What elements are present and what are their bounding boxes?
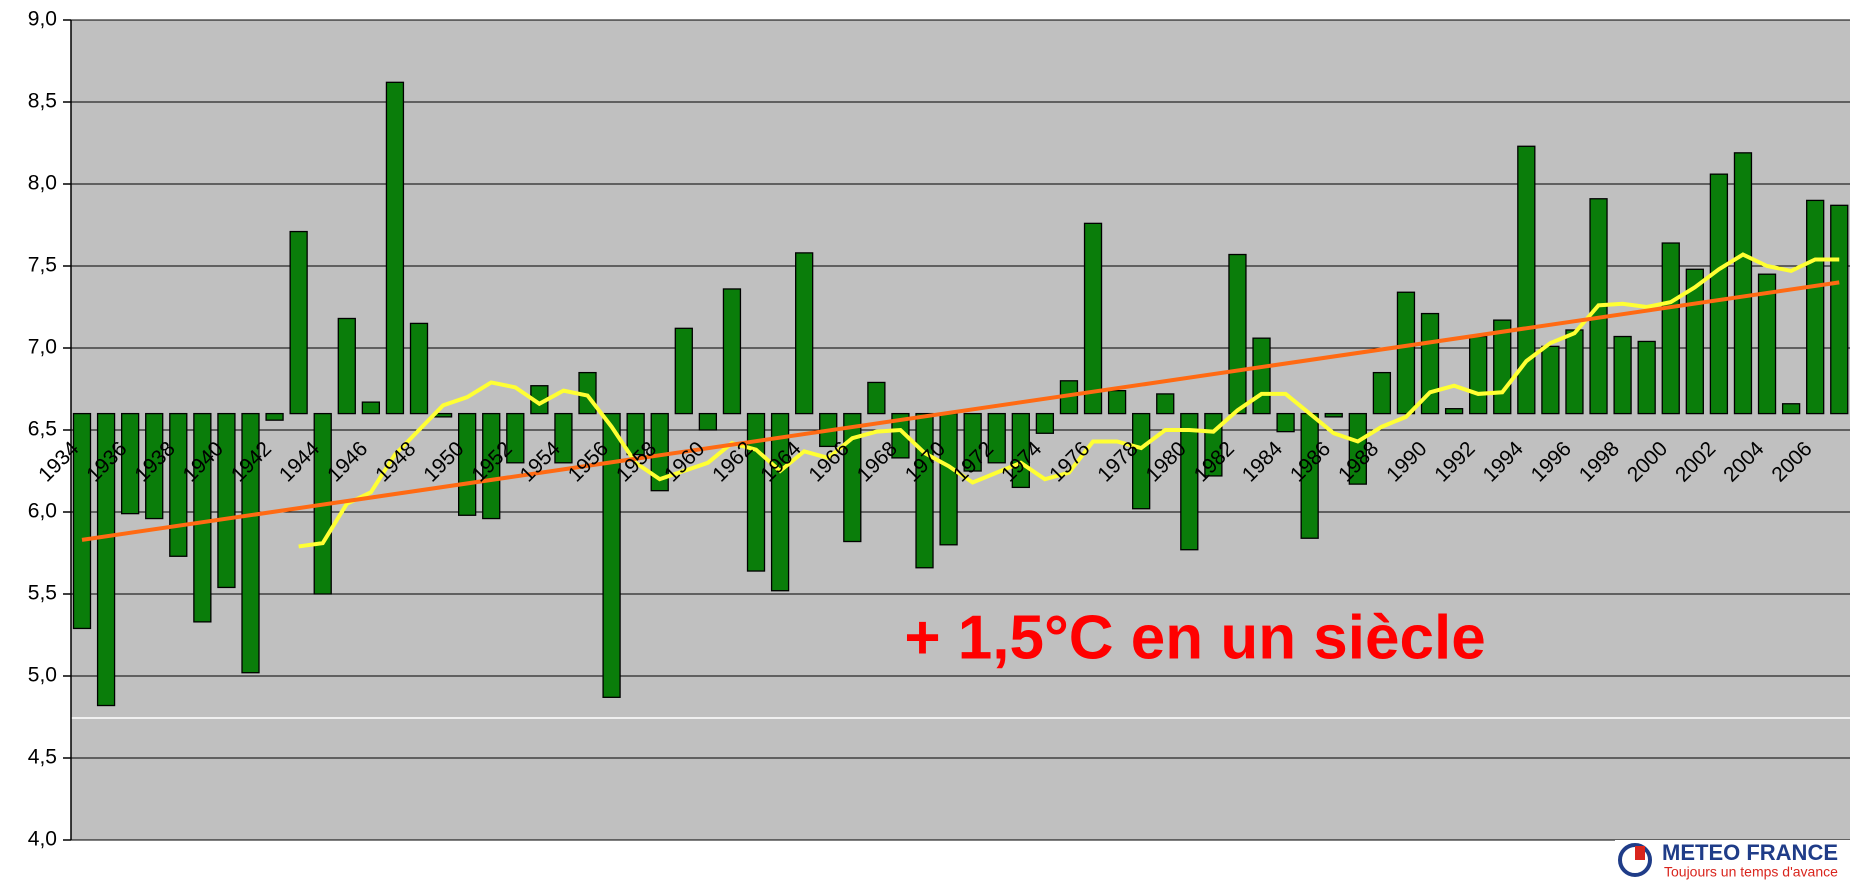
bar xyxy=(193,412,212,623)
bar xyxy=(1011,412,1030,489)
bar xyxy=(1565,329,1584,415)
bar xyxy=(1757,273,1777,415)
bar xyxy=(482,412,501,520)
bar xyxy=(1083,222,1103,415)
bar xyxy=(1541,345,1560,415)
bar xyxy=(1107,389,1127,415)
bar xyxy=(963,412,982,472)
bar xyxy=(626,412,645,456)
bar xyxy=(1733,152,1753,415)
bar xyxy=(1806,199,1825,415)
y-tick-label: 6,0 xyxy=(28,500,57,523)
bar xyxy=(1781,403,1801,415)
bar xyxy=(120,412,140,515)
bar xyxy=(1830,204,1849,415)
bar xyxy=(1372,371,1392,415)
bar xyxy=(939,412,958,546)
bar xyxy=(241,412,260,674)
bar xyxy=(1637,340,1656,415)
bar xyxy=(1469,335,1488,415)
bar xyxy=(722,288,742,415)
y-tick-label: 9,0 xyxy=(28,8,57,31)
bar xyxy=(506,412,525,464)
bar xyxy=(1396,291,1416,415)
bar xyxy=(1517,145,1536,415)
bar xyxy=(458,412,477,516)
bar xyxy=(915,412,934,569)
line xyxy=(298,252,1840,549)
bar xyxy=(1276,412,1295,433)
bar xyxy=(1709,173,1729,415)
line xyxy=(81,280,1840,542)
bar xyxy=(746,412,766,572)
y-tick-label: 8,0 xyxy=(28,172,57,195)
annotation: + 1,5°C en un siècle xyxy=(904,603,1485,672)
y-tick-label: 5,0 xyxy=(28,664,57,687)
bar xyxy=(770,412,790,592)
bar xyxy=(1252,337,1271,415)
y-tick-label: 4,5 xyxy=(28,746,57,769)
bar xyxy=(1132,412,1151,510)
bar xyxy=(409,322,429,415)
logo-tagline: Toujours un temps d'avance xyxy=(1664,864,1838,880)
logo: METEO FRANCE Toujours un temps d'avance xyxy=(1615,840,1850,880)
bar xyxy=(795,252,814,415)
bar xyxy=(96,412,116,707)
logo-box xyxy=(1615,840,1850,880)
bar xyxy=(72,412,92,630)
logo-icon-flag xyxy=(1635,846,1645,860)
bar xyxy=(1348,412,1367,485)
bar xyxy=(1420,312,1440,415)
logo-name: METEO FRANCE xyxy=(1662,840,1838,865)
bar xyxy=(265,412,284,421)
bar xyxy=(169,412,188,557)
bar xyxy=(1661,242,1680,415)
y-tick-label: 7,0 xyxy=(28,336,57,359)
bar xyxy=(698,412,718,431)
y-tick-label: 6,5 xyxy=(28,418,57,441)
bar xyxy=(1613,335,1632,415)
bar xyxy=(1180,412,1199,551)
y-tick-label: 5,5 xyxy=(28,582,57,605)
bar xyxy=(987,412,1006,464)
bar xyxy=(217,412,236,589)
y-tick-label: 4,0 xyxy=(28,828,57,851)
bar xyxy=(867,381,886,415)
bar xyxy=(1228,253,1247,415)
y-tick-label: 8,5 xyxy=(28,90,57,113)
bar xyxy=(289,230,308,415)
bar xyxy=(145,412,164,520)
bar xyxy=(1493,319,1512,415)
bar xyxy=(1035,412,1055,434)
bar xyxy=(554,412,573,464)
bar xyxy=(674,327,693,415)
bar xyxy=(337,317,356,415)
bar xyxy=(1324,412,1343,418)
bar xyxy=(602,412,621,698)
bar xyxy=(1156,393,1175,415)
bar xyxy=(385,81,405,415)
bar xyxy=(361,401,381,415)
y-tick-label: 7,5 xyxy=(28,254,57,277)
bar xyxy=(1444,408,1464,415)
bar xyxy=(843,412,862,543)
